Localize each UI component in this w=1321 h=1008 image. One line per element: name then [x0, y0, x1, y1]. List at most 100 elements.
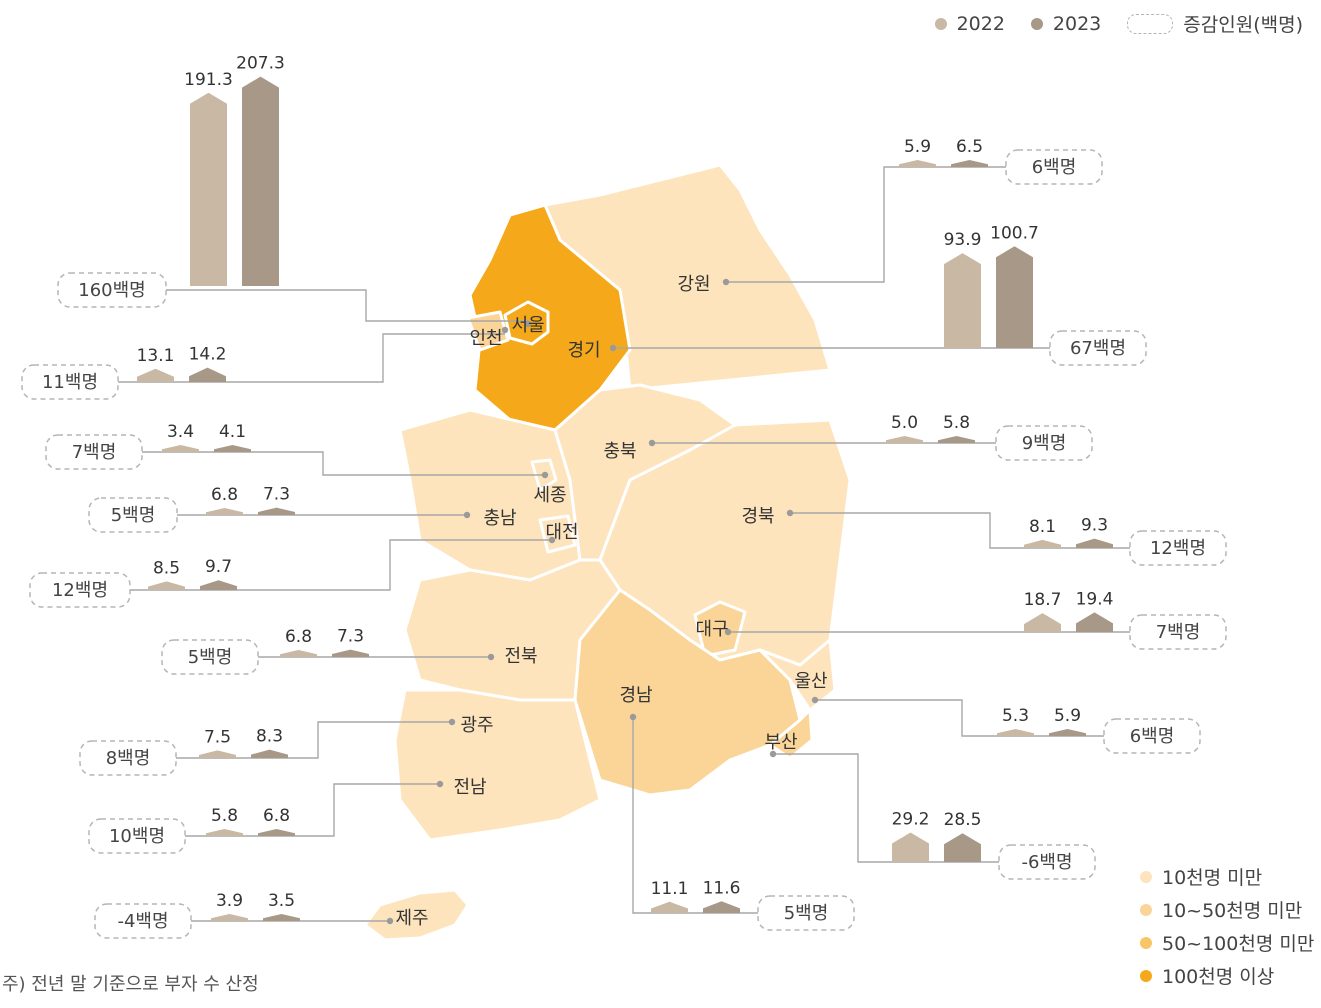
- change-box-seoul: [57, 272, 167, 308]
- change-label-ulsan: 6백명: [1130, 726, 1175, 747]
- region-name-daegu: 대구: [695, 619, 728, 640]
- change-label-chungnam: 5백명: [111, 505, 156, 526]
- region-dot-chungnam: [463, 511, 471, 519]
- change-box-gangwon: [1005, 149, 1103, 185]
- bar-2022-incheon: [137, 368, 174, 382]
- region-jeju: [363, 888, 470, 942]
- scale-legend: 10천명 미만 10~50천명 미만 50~100천명 미만 100천명 이상: [1140, 860, 1314, 992]
- region-name-seoul: 서울: [511, 315, 544, 336]
- korea-map: [363, 163, 852, 942]
- bar-2023-jeju: [263, 914, 300, 921]
- change-box-jeju: [94, 903, 192, 939]
- leader-line-gangwon: [726, 166, 1006, 283]
- scale-label: 10천명 미만: [1162, 867, 1263, 889]
- legend-2023: 2023: [1030, 13, 1101, 35]
- bar-2023-gyeonggi: [996, 246, 1033, 348]
- leader-line-daejeon: [130, 539, 552, 591]
- change-box-daejeon: [29, 572, 131, 608]
- change-label-jeju: -4백명: [117, 911, 168, 932]
- change-label-daejeon: 12백명: [52, 580, 108, 601]
- region-name-gwangju: 광주: [460, 715, 493, 736]
- value-2022-gangwon: 5.9: [904, 137, 931, 157]
- region-name-ulsan: 울산: [794, 671, 827, 692]
- value-2022-daegu: 18.7: [1024, 590, 1062, 610]
- leader-line-gwangju: [176, 721, 452, 759]
- bar-2023-incheon: [189, 367, 226, 382]
- value-2023-incheon: 14.2: [189, 345, 227, 365]
- region-dot-daegu: [724, 628, 732, 636]
- bar-2023-daejeon: [200, 580, 237, 590]
- region-dot-gwangju: [448, 718, 456, 726]
- region-name-gyeongbuk: 경북: [741, 506, 774, 527]
- region-name-jeonbuk: 전북: [504, 646, 537, 667]
- change-label-gyeongbuk: 12백명: [1150, 538, 1206, 559]
- bar-2023-gyeongbuk: [1076, 538, 1113, 548]
- change-box-busan: [998, 844, 1096, 880]
- bar-2022-seoul: [190, 92, 227, 286]
- scale-swatch: [1140, 936, 1152, 949]
- value-2023-chungbuk: 5.8: [943, 413, 970, 433]
- bar-2022-sejong: [162, 445, 199, 452]
- change-box-gyeonggi: [1049, 330, 1147, 366]
- bar-2022-gwangju: [199, 750, 236, 758]
- legend-change-swatch: [1127, 13, 1174, 34]
- value-2023-daegu: 19.4: [1076, 589, 1114, 609]
- bar-2022-ulsan: [997, 729, 1034, 736]
- value-2023-jeonbuk: 7.3: [337, 627, 364, 647]
- value-2022-daejeon: 8.5: [153, 558, 180, 578]
- scale-legend-item: 10~50천명 미만: [1140, 893, 1314, 926]
- bar-2022-jeju: [211, 914, 248, 921]
- bar-2023-gangwon: [951, 160, 988, 167]
- value-2022-gwangju: 7.5: [204, 727, 231, 747]
- region-dot-seoul: [524, 320, 532, 328]
- region-name-jeonnam: 전남: [453, 777, 486, 798]
- bar-2023-gyeongnam: [703, 901, 740, 913]
- bar-2022-gyeongnam: [651, 901, 688, 913]
- scale-label: 100천명 이상: [1162, 966, 1275, 988]
- region-dot-gyeongnam: [629, 713, 637, 721]
- bar-2023-jeonbuk: [332, 649, 369, 657]
- bar-2022-chungbuk: [886, 436, 923, 443]
- legend-2022: 2022: [934, 12, 1005, 35]
- region-name-gyeonggi: 경기: [567, 340, 600, 361]
- region-name-gangwon: 강원: [677, 274, 710, 295]
- change-label-gyeongnam: 5백명: [784, 903, 829, 924]
- region-dot-sejong: [541, 471, 549, 479]
- value-2023-gyeongbuk: 9.3: [1081, 516, 1108, 536]
- change-label-jeonnam: 10백명: [109, 826, 165, 847]
- scale-label: 50~100천명 미만: [1162, 933, 1315, 955]
- value-2022-chungnam: 6.8: [211, 485, 238, 505]
- value-2023-gyeonggi: 100.7: [990, 223, 1039, 243]
- region-dot-chungbuk: [648, 439, 656, 447]
- region-jeonnam: [393, 688, 602, 842]
- scale-legend-item: 10천명 미만: [1140, 860, 1314, 893]
- change-box-incheon: [21, 364, 119, 400]
- value-2022-jeonnam: 5.8: [211, 806, 238, 826]
- change-box-chungbuk: [995, 425, 1093, 461]
- value-2022-jeonbuk: 6.8: [285, 627, 312, 647]
- year-legend: 2022 2023 증감인원(백명): [934, 10, 1303, 37]
- legend-2022-label: 2022: [956, 12, 1005, 35]
- change-label-chungbuk: 9백명: [1022, 433, 1067, 454]
- value-2023-ulsan: 5.9: [1054, 706, 1081, 726]
- bar-2023-chungbuk: [938, 436, 975, 443]
- bar-2022-daejeon: [148, 581, 185, 590]
- region-name-jeju: 제주: [395, 908, 428, 929]
- change-label-gyeonggi: 67백명: [1070, 338, 1126, 359]
- region-ulsan: [758, 638, 837, 712]
- change-label-sejong: 7백명: [72, 442, 117, 463]
- value-2023-jeju: 3.5: [268, 891, 295, 911]
- bar-2023-jeonnam: [258, 829, 295, 836]
- value-2023-gyeongnam: 11.6: [703, 878, 741, 898]
- bar-2023-seoul: [242, 76, 279, 286]
- region-name-sejong: 세종: [533, 485, 566, 506]
- region-name-incheon: 인천: [469, 328, 502, 349]
- region-name-chungnam: 충남: [483, 508, 516, 529]
- value-2022-gyeongbuk: 8.1: [1029, 517, 1056, 537]
- value-2022-busan: 29.2: [892, 810, 930, 830]
- value-2022-chungbuk: 5.0: [891, 413, 918, 433]
- change-box-daegu: [1129, 614, 1227, 650]
- footnote: 주) 전년 말 기준으로 부자 수 산정: [2, 974, 259, 995]
- change-label-incheon: 11백명: [42, 372, 98, 393]
- bar-2022-gyeongbuk: [1024, 539, 1061, 548]
